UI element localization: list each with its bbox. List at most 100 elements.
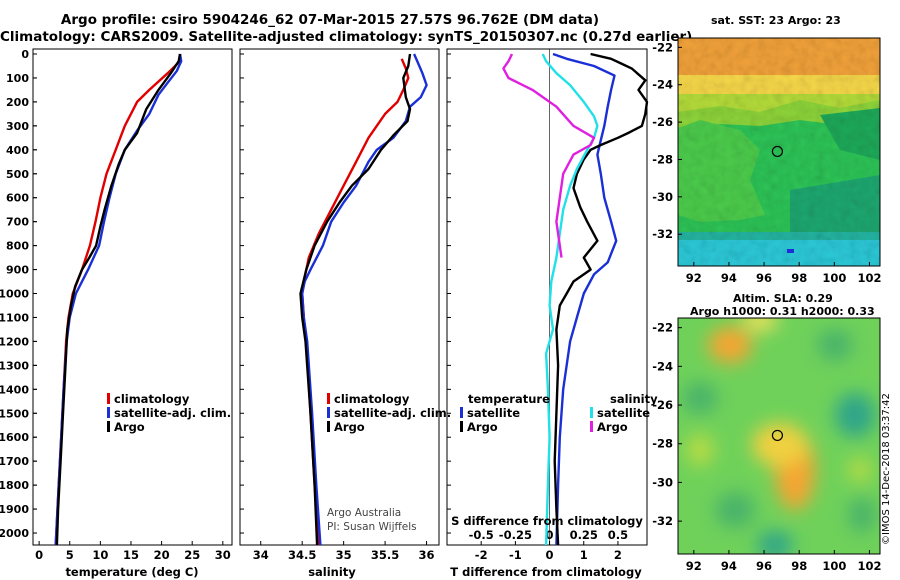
map-lat-label: -30 (652, 475, 673, 489)
t-difference-axis-label: T difference from climatology (450, 565, 642, 579)
temperature-axis-label: temperature (deg C) (65, 565, 198, 579)
salinity-panel: 34 34.5 35 35.5 36 (240, 53, 435, 562)
legend-swatch (460, 407, 463, 418)
legend-swatch (327, 407, 330, 418)
x-tick-label: 1 (580, 548, 588, 562)
map-lon-label: 102 (857, 271, 881, 285)
depth-tick-label: 100 (6, 72, 29, 85)
x-tick-label: 10 (92, 548, 108, 562)
depth-axis: 0 100 200 300 400 500 600 700 800 900 1000 1100 1200… (0, 48, 37, 540)
argo-height-label: Argo h1000: 0.31 h2000: 0.33 (690, 305, 875, 318)
depth-tick-label: 200 (6, 96, 29, 109)
legend-swatch (327, 393, 330, 404)
map-lat-label: -22 (652, 40, 673, 54)
depth-tick-label: 900 (6, 264, 29, 277)
sla-argo-location-marker (771, 429, 784, 442)
sst-argo-location-marker (771, 145, 784, 158)
x-tick-label: 0 (35, 548, 43, 562)
attribution-line-2: PI: Susan Wijffels (327, 521, 417, 533)
map-lon-label: 96 (756, 559, 772, 573)
map-lon-label: 98 (791, 559, 807, 573)
x-tick-label: 36 (419, 548, 435, 562)
depth-tick-label: 300 (6, 120, 29, 133)
depth-tick-label: 1500 (0, 407, 29, 420)
depth-tick-label: 0 (21, 48, 29, 61)
legend-swatch (590, 407, 593, 418)
series-line-satellite-adj-clim- (301, 53, 428, 546)
legend-swatch (107, 393, 110, 404)
map-lon-label: 92 (686, 271, 702, 285)
difference-panel-frame (446, 48, 648, 546)
legend-label: satellite (597, 406, 650, 420)
map-lat-label: -32 (652, 514, 673, 528)
series-line-climatology (301, 58, 410, 546)
legend-title-temperature: temperature (468, 392, 550, 406)
depth-tick-label: 1000 (0, 288, 29, 301)
depth-tick-label: 400 (6, 144, 29, 157)
x-tick-label: -1 (509, 548, 522, 562)
sst-map-frame (677, 37, 881, 267)
x-tick-label: 5 (66, 548, 74, 562)
legend-label: satellite (467, 406, 520, 420)
depth-tick-label: 800 (6, 240, 29, 253)
figure-title-line-1: Argo profile: csiro 5904246_62 07-Mar-20… (60, 12, 600, 28)
depth-tick-label: 1200 (0, 335, 29, 348)
x-tick-label: 30 (215, 548, 231, 562)
x-tick-label: 15 (123, 548, 139, 562)
map-lon-label: 98 (791, 271, 807, 285)
depth-tick-label: 1400 (0, 383, 29, 396)
s-tick-label: -0.25 (499, 528, 532, 542)
x-tick-label: 0 (546, 548, 554, 562)
x-tick-label: 35.5 (371, 548, 399, 562)
sst-map (678, 38, 880, 266)
sst-map-title: sat. SST: 23 Argo: 23 (711, 14, 841, 27)
temperature-panel-frame (32, 48, 233, 546)
depth-tick-label: 1700 (0, 455, 29, 468)
depth-tick-label: 1300 (0, 359, 29, 372)
legend-label: Argo (334, 420, 365, 434)
s-tick-label: 0.25 (570, 528, 598, 542)
series-line-argo (55, 53, 182, 546)
depth-tick-label: 2000 (0, 527, 29, 540)
s-tick-label: -0.5 (469, 528, 494, 542)
map-lon-label: 100 (822, 271, 846, 285)
series-line-s-argo (502, 53, 596, 258)
legend-swatch (460, 421, 463, 432)
x-tick-label: 35 (336, 548, 352, 562)
sla-map-axes: 92 94 96 98 100 102 -22 -24 -26 -28 -30 -32 (652, 321, 881, 573)
x-tick-label: 34 (253, 548, 269, 562)
series-line-satellite-adj-clim- (54, 53, 183, 546)
series-line-t-argo (553, 52, 649, 546)
legend-swatch (590, 421, 593, 432)
altimetry-sla-label: Altim. SLA: 0.29 (733, 292, 833, 305)
depth-tick-label: 600 (6, 192, 29, 205)
legend-label: climatology (114, 392, 190, 406)
map-lat-label: -32 (652, 227, 673, 241)
legend-label: Argo (467, 420, 498, 434)
map-lon-label: 94 (721, 559, 737, 573)
sla-map-frame (677, 317, 881, 555)
sla-map (678, 318, 880, 554)
map-lat-label: -26 (652, 115, 673, 129)
legend-label: satellite-adj. clim. (334, 406, 451, 420)
map-lat-label: -28 (652, 152, 673, 166)
legend-label: Argo (114, 420, 145, 434)
salinity-axis-label: salinity (308, 565, 356, 579)
map-lon-label: 96 (756, 271, 772, 285)
x-tick-label: 34.5 (288, 548, 316, 562)
sst-map-axes: 92 94 96 98 100 102 -22 -24 -26 -28 -30 -32 (652, 40, 881, 285)
x-tick-label: 20 (154, 548, 170, 562)
map-lat-label: -24 (652, 78, 673, 92)
difference-panel: -2 -1 0 1 2-0.5 -0.25 0 0.25 0.5 (447, 49, 649, 562)
map-lon-label: 92 (686, 559, 702, 573)
map-lon-label: 94 (721, 271, 737, 285)
map-lat-label: -26 (652, 398, 673, 412)
depth-tick-label: 1100 (0, 311, 29, 324)
legend-swatch (327, 421, 330, 432)
map-lat-label: -28 (652, 437, 673, 451)
depth-tick-label: 1600 (0, 431, 29, 444)
figure-title-line-2: Climatology: CARS2009. Satellite-adjuste… (0, 29, 693, 45)
